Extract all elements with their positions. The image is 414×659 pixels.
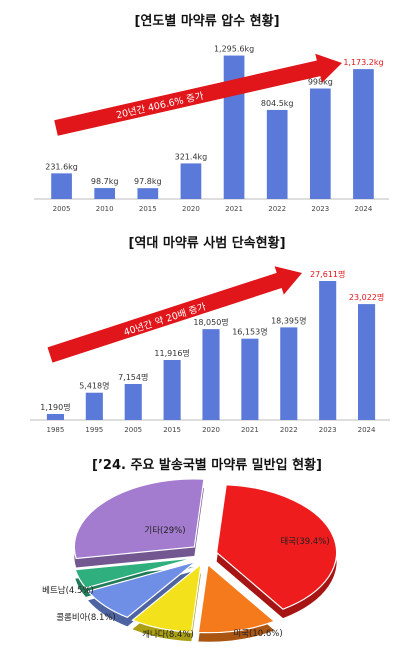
value-label-seizure-2005: 231.6kg (45, 162, 78, 171)
value-label-offender-1985: 1,190명 (40, 402, 70, 412)
pie-label-4: 베트남(4.5%) (42, 586, 94, 596)
x-tick-seizure-2021: 2021 (225, 205, 243, 213)
x-tick-seizure-2010: 2010 (96, 205, 114, 213)
pie-slice-1 (197, 563, 276, 634)
x-tick-offender-2021: 2021 (241, 426, 259, 434)
x-tick-offender-2015: 2015 (163, 426, 181, 434)
value-label-seizure-2021: 1,295.6kg (214, 45, 254, 54)
value-label-offender-2020: 18,050명 (193, 317, 228, 327)
value-label-seizure-2023: 998kg (308, 78, 333, 87)
value-label-seizure-2010: 98.7kg (91, 177, 119, 186)
value-label-seizure-2015: 97.8kg (134, 177, 162, 186)
x-tick-offender-1995: 1995 (85, 426, 103, 434)
bar-seizure-2020 (180, 163, 202, 199)
bar-offender-2023 (319, 280, 337, 420)
chart-title-seizures: [연도별 마약류 압수 현황] (134, 14, 280, 29)
bar-offender-2005 (124, 383, 142, 420)
bar-offender-1995 (85, 392, 103, 420)
chart-title-offenders: [역대 마약류 사범 단속현황] (128, 236, 286, 251)
x-tick-seizure-2024: 2024 (355, 205, 373, 213)
pie-label-3: 콜롬비아(8.1%) (56, 612, 116, 623)
x-tick-seizure-2020: 2020 (182, 205, 200, 213)
pie-label-1: 미국(10.6%) (233, 629, 282, 639)
chart-title-origin-pie: [’24. 주요 발송국별 마약류 밀반입 현황] (92, 458, 322, 473)
value-label-offender-2024: 23,022명 (349, 292, 384, 302)
pie-slice-0 (215, 484, 338, 610)
value-label-offender-2015: 11,916명 (154, 348, 189, 358)
bar-offender-2024 (358, 304, 376, 420)
value-label-seizure-2020: 321.4kg (175, 152, 208, 161)
x-tick-seizure-2005: 2005 (53, 205, 71, 213)
bar-seizure-2005 (51, 173, 72, 199)
value-label-offender-2005: 7,154명 (118, 372, 148, 382)
bar-seizure-2023 (309, 88, 331, 199)
pie-label-2: 캐나다(8.4%) (142, 630, 194, 640)
value-label-offender-2022: 18,395명 (271, 315, 306, 325)
bar-offender-2015 (163, 360, 181, 420)
value-label-seizure-2024: 1,173.2kg (343, 58, 383, 67)
value-label-offender-1995: 5,418명 (79, 381, 109, 391)
x-tick-seizure-2015: 2015 (139, 205, 157, 213)
pie-label-0: 태국(39.4%) (280, 537, 329, 547)
x-tick-offender-2022: 2022 (280, 426, 298, 434)
x-tick-seizure-2022: 2022 (268, 205, 286, 213)
x-tick-offender-2023: 2023 (319, 426, 337, 434)
value-label-offender-2021: 16,153명 (232, 327, 267, 337)
value-label-seizure-2022: 804.5kg (261, 99, 294, 108)
bar-offender-2021 (241, 338, 259, 420)
bar-seizure-2015 (137, 188, 159, 199)
pie-slice-2 (131, 562, 202, 633)
x-tick-offender-2020: 2020 (202, 426, 220, 434)
bar-offender-1985 (46, 414, 64, 420)
pie-slice-3 (86, 560, 197, 619)
pie-slice-5 (73, 478, 205, 560)
bar-offender-2022 (280, 327, 298, 420)
bar-seizure-2010 (94, 188, 116, 199)
x-tick-offender-1985: 1985 (47, 426, 65, 434)
value-label-offender-2023: 27,611명 (310, 269, 345, 279)
x-tick-offender-2005: 2005 (124, 426, 142, 434)
trend-arrow-offender (47, 266, 302, 363)
bar-seizure-2022 (266, 109, 288, 199)
bar-seizure-2021 (223, 55, 245, 200)
bar-seizure-2024 (353, 69, 374, 199)
pie-label-5: 기타(29%) (144, 526, 185, 536)
x-tick-offender-2024: 2024 (358, 426, 376, 434)
x-tick-seizure-2023: 2023 (311, 205, 329, 213)
trend-arrow-seizure (54, 53, 343, 136)
bar-offender-2020 (202, 329, 220, 420)
pie-slice-4 (74, 557, 194, 589)
